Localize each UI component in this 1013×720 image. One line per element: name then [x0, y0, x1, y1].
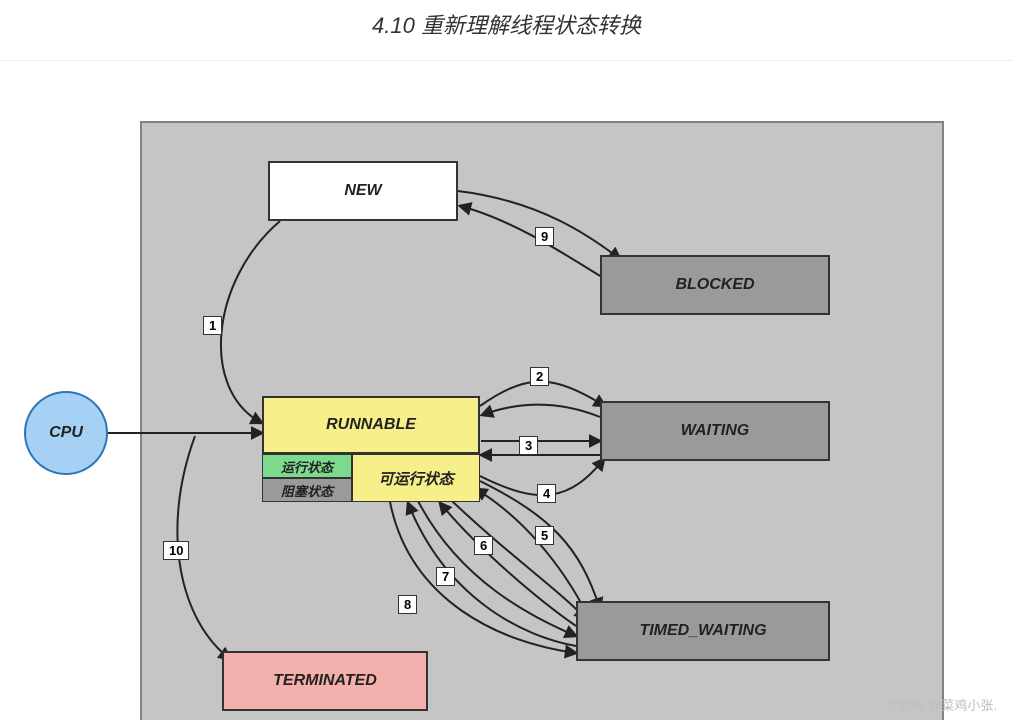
- state-timed-waiting: TIMED_WAITING: [576, 601, 830, 661]
- page-title: 4.10 重新理解线程状态转换: [0, 8, 1013, 40]
- runnable-sub-running-label: 运行状态: [281, 457, 333, 476]
- runnable-sub-running: 运行状态: [262, 454, 352, 478]
- state-runnable-label: RUNNABLE: [326, 416, 416, 434]
- state-terminated: TERMINATED: [222, 651, 428, 711]
- edge-label-10: 10: [163, 541, 189, 560]
- edge-label-2: 2: [530, 367, 549, 386]
- edge-label-7: 7: [436, 567, 455, 586]
- state-waiting-label: WAITING: [681, 422, 749, 440]
- state-runnable: RUNNABLE: [262, 396, 480, 454]
- state-timed-waiting-label: TIMED_WAITING: [639, 622, 766, 640]
- edge-label-9: 9: [535, 227, 554, 246]
- watermark: CSDN @菜鸡小张.: [888, 695, 997, 714]
- runnable-sub-ready: 可运行状态: [352, 454, 480, 502]
- diagram-canvas: CPU NEW RUNNABLE 运行状态 阻塞状态 可运行状态 BLOCKED…: [0, 60, 1013, 701]
- edge-label-6: 6: [474, 536, 493, 555]
- runnable-sub-blocked-label: 阻塞状态: [281, 481, 333, 500]
- state-blocked: BLOCKED: [600, 255, 830, 315]
- state-new: NEW: [268, 161, 458, 221]
- state-blocked-label: BLOCKED: [675, 276, 754, 294]
- runnable-sub-blocked: 阻塞状态: [262, 478, 352, 502]
- state-terminated-label: TERMINATED: [273, 672, 377, 690]
- cpu-label: CPU: [49, 424, 83, 442]
- state-waiting: WAITING: [600, 401, 830, 461]
- edge-label-5: 5: [535, 526, 554, 545]
- edge-label-4: 4: [537, 484, 556, 503]
- state-new-label: NEW: [344, 182, 381, 200]
- edge-label-3: 3: [519, 436, 538, 455]
- runnable-sub-ready-label: 可运行状态: [378, 468, 453, 489]
- edge-label-8: 8: [398, 595, 417, 614]
- cpu-node: CPU: [24, 391, 108, 475]
- edge-label-1: 1: [203, 316, 222, 335]
